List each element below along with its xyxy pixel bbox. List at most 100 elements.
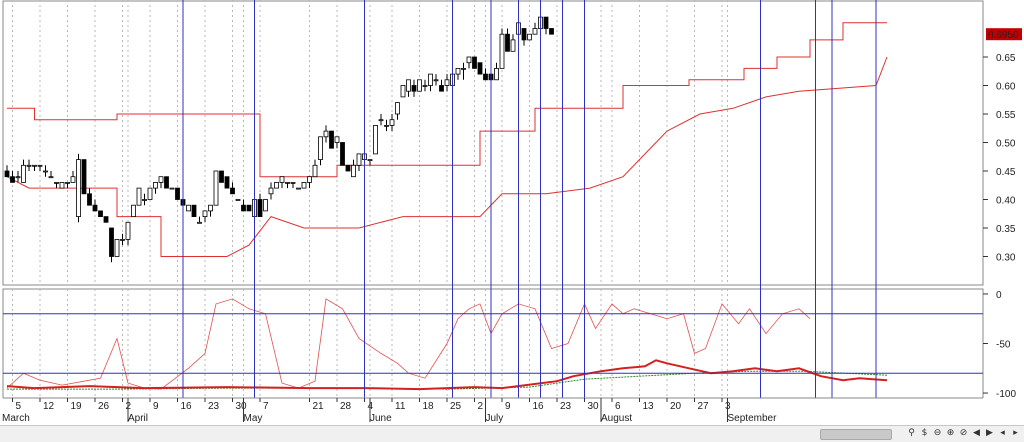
candle-body: [395, 102, 400, 115]
date-axis-label: 19: [71, 401, 83, 412]
candle-body: [406, 79, 411, 92]
date-axis-label: 20: [670, 401, 682, 412]
date-axis-label: 5: [16, 401, 22, 412]
candle-body: [4, 170, 10, 178]
candle-body: [549, 28, 554, 35]
price-panel-frame: [2, 0, 984, 286]
candle-body: [532, 28, 538, 35]
last-price-marker: 0.6950: [986, 28, 1022, 41]
candle-body: [175, 187, 180, 200]
candle-body: [411, 85, 417, 92]
candle-body: [224, 176, 230, 189]
scrollbar[interactable]: ⚲ $ ⊖ ⊕ ⊘ ◀ ▶ ◂ ▸: [0, 425, 1024, 442]
candle-body: [323, 130, 329, 138]
price-panel: [4, 16, 888, 263]
candle-body: [169, 187, 175, 190]
date-axis-label: 7: [263, 401, 269, 412]
price-axis: 0.30 0.35 0.40 0.45 0.50 0.55 0.60 0.65: [983, 53, 1016, 264]
candle-body: [257, 199, 263, 218]
candle-body: [345, 164, 351, 172]
candle-body: [15, 176, 21, 179]
candle-body: [26, 164, 32, 167]
candle-body: [439, 85, 444, 92]
indicator-panel-grid: [2, 288, 984, 399]
date-axis-label: 30: [588, 401, 600, 412]
candle-body: [356, 153, 362, 166]
candle-body: [428, 73, 433, 86]
williams-r-line: [6, 298, 811, 390]
date-axis-background: [0, 398, 1024, 424]
drag-link-icon[interactable]: ⚲: [908, 428, 915, 438]
scroll-right-icon[interactable]: ▸: [1013, 428, 1018, 438]
candle-body: [373, 125, 378, 155]
candle-body: [307, 176, 312, 183]
candle-body: [433, 79, 439, 82]
price-axis-label: 0.55: [996, 110, 1016, 121]
price-axis-label: 0.50: [996, 139, 1016, 150]
date-axis-label: May: [244, 413, 263, 424]
price-axis-label: 0.45: [996, 167, 1016, 178]
candle-body: [142, 199, 147, 201]
candle-body: [494, 68, 499, 81]
candle-body: [87, 193, 92, 206]
date-axis-label: 12: [43, 401, 55, 412]
candle-body: [510, 39, 516, 52]
candle-body: [417, 79, 422, 92]
candle-body: [235, 199, 241, 201]
candle-body: [329, 130, 334, 149]
date-axis-label: 23: [208, 401, 220, 412]
candle-body: [301, 181, 307, 189]
candle-body: [274, 181, 279, 189]
date-axis-label: April: [128, 413, 148, 424]
date-axis-label: September: [728, 413, 778, 424]
zoom-out-icon[interactable]: ⊖: [933, 428, 942, 438]
date-axis-label: 16: [181, 401, 193, 412]
currency-icon[interactable]: $: [921, 428, 928, 438]
candle-body: [444, 79, 450, 86]
date-axis-label: 16: [533, 401, 545, 412]
date-axis-label: June: [370, 413, 392, 424]
candle-body: [246, 204, 252, 212]
candle-body: [202, 210, 208, 217]
candle-body: [98, 210, 103, 217]
date-axis-label: 30: [236, 401, 248, 412]
indicator-axis-label: -50: [996, 340, 1011, 351]
candle-body: [76, 159, 81, 218]
candle-body: [54, 181, 59, 184]
date-axis-label: 9: [153, 401, 159, 412]
last-price-label: 0.6950: [988, 30, 1019, 41]
candle-body: [120, 238, 125, 241]
candle-body: [103, 216, 109, 223]
play-forward-icon[interactable]: ▶: [986, 428, 993, 438]
scrollbar-thumb[interactable]: [820, 429, 892, 440]
candle-body: [81, 159, 87, 195]
candle-body: [334, 136, 340, 143]
scroll-left-icon[interactable]: ◂: [1000, 428, 1005, 438]
candle-body: [367, 159, 373, 162]
price-axis-label: 0.40: [996, 196, 1016, 207]
date-axis-label: 18: [423, 401, 435, 412]
candle-body: [191, 204, 197, 217]
play-back-icon[interactable]: ◀: [973, 428, 980, 438]
zoom-reset-icon[interactable]: ⊘: [959, 428, 968, 438]
candle-body: [21, 164, 26, 183]
date-axis-label: 27: [698, 401, 710, 412]
candle-body: [43, 170, 48, 173]
candle-body: [147, 187, 153, 200]
candle-body: [483, 73, 488, 81]
candle-body: [10, 176, 15, 183]
candle-body: [279, 176, 285, 183]
candle-body: [131, 204, 136, 217]
price-panel-grid: [2, 0, 984, 286]
candle-body: [230, 187, 235, 195]
candle-body: [466, 56, 472, 64]
last-price-background: [986, 28, 1022, 41]
indicator-axis-label: 0: [996, 290, 1002, 301]
candle-body: [543, 16, 549, 29]
zoom-in-icon[interactable]: ⊕: [946, 428, 955, 438]
upper-channel-line: [7, 22, 887, 178]
candle-body: [213, 170, 219, 206]
candle-body: [65, 181, 70, 184]
vertical-event-lines: [182, 0, 877, 398]
candle-body: [59, 181, 65, 189]
